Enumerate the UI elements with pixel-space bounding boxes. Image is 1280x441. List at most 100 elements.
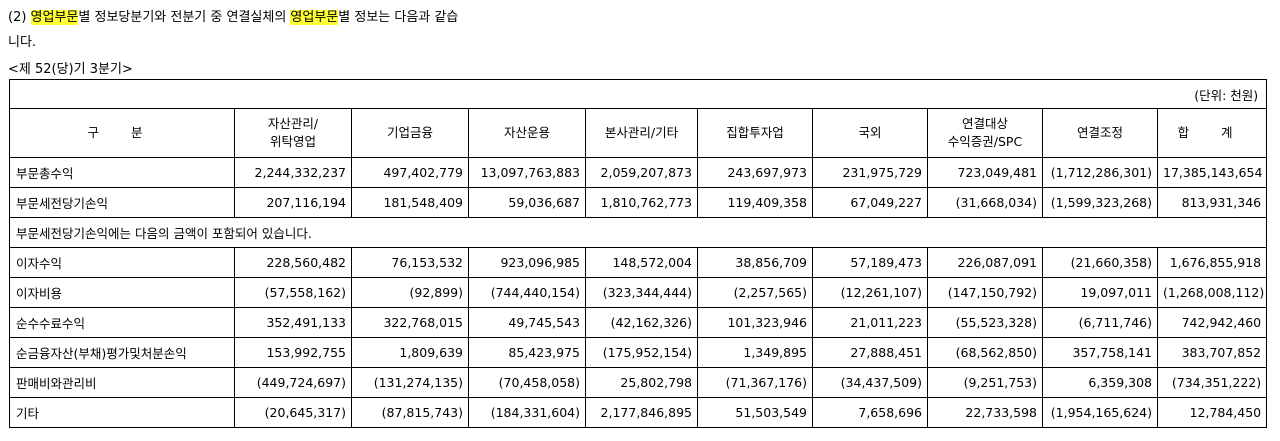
table-cell: 2,059,207,873	[585, 157, 698, 188]
row-label: 부문세전당기손익	[9, 187, 235, 218]
table-row: 판매비와관리비 (449,724,697) (131,274,135) (70,458…	[9, 367, 1268, 398]
table-cell: 2,177,846,895	[585, 397, 698, 428]
column-header: 기업금융	[351, 108, 469, 158]
table-cell: (1,954,165,624)	[1042, 397, 1158, 428]
table-cell: 153,992,755	[234, 337, 352, 368]
table-cell: 742,942,460	[1156, 307, 1268, 338]
table-cell: 723,049,481	[927, 157, 1043, 188]
table-cell: 231,975,729	[812, 157, 928, 188]
table-cell: (57,558,162)	[234, 277, 352, 308]
unit-row: (단위: 천원)	[8, 79, 1268, 109]
column-header-text: 본사관리/기타	[604, 125, 679, 140]
column-header: 국외	[812, 108, 928, 158]
table-cell: (92,899)	[351, 277, 469, 308]
table-cell: 57,189,473	[812, 247, 928, 278]
intro-line: (2) 영업부문별 정보당분기와 전분기 중 연결실체의 영업부문별 정보는 다…	[8, 6, 458, 25]
table-cell: 322,768,015	[351, 307, 469, 338]
table-cell: 101,323,946	[697, 307, 813, 338]
table-cell: (1,268,008,112)	[1156, 277, 1268, 308]
column-header-text: 국외	[858, 125, 882, 140]
column-header: 본사관리/기타	[585, 108, 698, 158]
table-cell: 13,097,763,883	[468, 157, 586, 188]
highlight-term: 영업부문	[30, 10, 79, 25]
note-text: 부문세전당기손익에는 다음의 금액이 포함되어 있습니다.	[8, 217, 1268, 248]
row-label: 판매비와관리비	[9, 367, 235, 398]
table-cell: 813,931,346	[1156, 187, 1268, 218]
table-cell: 12,784,450	[1156, 397, 1268, 428]
segment-table: (단위: 천원) 구 분 자산관리/위탁영업 기업금융 자산운용 본사관리/기타 집합투자…	[8, 79, 1268, 428]
table-cell: (42,162,326)	[585, 307, 698, 338]
table-cell: 19,097,011	[1042, 277, 1158, 308]
table-cell: 228,560,482	[234, 247, 352, 278]
table-cell: 67,049,227	[812, 187, 928, 218]
table-cell: (184,331,604)	[468, 397, 586, 428]
table-cell: (1,712,286,301)	[1042, 157, 1158, 188]
table-cell: 59,036,687	[468, 187, 586, 218]
intro-text: 별 정보당분기와 전분기 중 연결실체의	[78, 10, 291, 25]
note-row: 부문세전당기손익에는 다음의 금액이 포함되어 있습니다.	[8, 217, 1268, 248]
table-cell: (147,150,792)	[927, 277, 1043, 308]
table-cell: (6,711,746)	[1042, 307, 1158, 338]
column-header-text: 자산관리/	[267, 116, 319, 131]
table-cell: (323,344,444)	[585, 277, 698, 308]
column-header-text: 집합투자업	[726, 125, 784, 140]
table-cell: 383,707,852	[1156, 337, 1268, 368]
table-cell: 7,658,696	[812, 397, 928, 428]
column-header-text: 연결조정	[1076, 125, 1123, 140]
table-cell: 923,096,985	[468, 247, 586, 278]
table-cell: 17,385,143,654	[1156, 157, 1268, 188]
row-label: 부문총수익	[9, 157, 235, 188]
table-cell: (21,660,358)	[1042, 247, 1158, 278]
column-header-text: 수익증권/SPC	[947, 134, 1023, 149]
intro-text: 별 정보는 다음과 같습	[338, 10, 459, 25]
column-header-text: 연결대상	[961, 116, 1008, 131]
table-cell: 6,359,308	[1042, 367, 1158, 398]
table-cell: (31,668,034)	[927, 187, 1043, 218]
table-cell: 352,491,133	[234, 307, 352, 338]
table-cell: 1,676,855,918	[1156, 247, 1268, 278]
row-label: 순수수료수익	[9, 307, 235, 338]
table-cell: 49,745,543	[468, 307, 586, 338]
table-cell: (1,599,323,268)	[1042, 187, 1158, 218]
table-cell: 51,503,549	[697, 397, 813, 428]
table-cell: 207,116,194	[234, 187, 352, 218]
table-row: 부문세전당기손익 207,116,194 181,548,409 59,036,687…	[9, 187, 1268, 218]
column-header: 자산관리/위탁영업	[234, 108, 352, 158]
column-header-text: 자산운용	[503, 125, 550, 140]
table-cell: (70,458,058)	[468, 367, 586, 398]
column-header: 합 계	[1156, 108, 1268, 158]
table-row: 이자수익 228,560,482 76,153,532 923,096,985 148,…	[9, 247, 1268, 278]
table-cell: 243,697,973	[697, 157, 813, 188]
table-cell: 497,402,779	[351, 157, 469, 188]
column-header: 자산운용	[468, 108, 586, 158]
table-cell: 76,153,532	[351, 247, 469, 278]
table-cell: (87,815,743)	[351, 397, 469, 428]
column-header: 집합투자업	[697, 108, 813, 158]
row-label: 순금융자산(부채)평가및처분손익	[9, 337, 235, 368]
table-cell: 2,244,332,237	[234, 157, 352, 188]
table-cell: 25,802,798	[585, 367, 698, 398]
column-header-text: 기업금융	[386, 125, 433, 140]
table-cell: (55,523,328)	[927, 307, 1043, 338]
highlight-term: 영업부문	[290, 10, 339, 25]
row-label: 기타	[9, 397, 235, 428]
table-cell: (34,437,509)	[812, 367, 928, 398]
table-cell: 357,758,141	[1042, 337, 1158, 368]
table-cell: (744,440,154)	[468, 277, 586, 308]
table-cell: (20,645,317)	[234, 397, 352, 428]
unit-label: (단위: 천원)	[8, 79, 1268, 109]
table-cell: 1,349,895	[697, 337, 813, 368]
table-cell: (449,724,697)	[234, 367, 352, 398]
intro-prefix: (2)	[8, 10, 31, 25]
row-label: 이자비용	[9, 277, 235, 308]
table-cell: 181,548,409	[351, 187, 469, 218]
table-row: 이자비용 (57,558,162) (92,899) (744,440,154) (32…	[9, 277, 1268, 308]
header-row: 구 분 자산관리/위탁영업 기업금융 자산운용 본사관리/기타 집합투자업 국외 연결대상 수익…	[9, 108, 1268, 158]
table-cell: 21,011,223	[812, 307, 928, 338]
table-row: 순금융자산(부채)평가및처분손익 153,992,755 1,809,639 85,4…	[9, 337, 1268, 368]
table-cell: 27,888,451	[812, 337, 928, 368]
column-header: 연결조정	[1042, 108, 1158, 158]
table-cell: (175,952,154)	[585, 337, 698, 368]
row-label: 이자수익	[9, 247, 235, 278]
